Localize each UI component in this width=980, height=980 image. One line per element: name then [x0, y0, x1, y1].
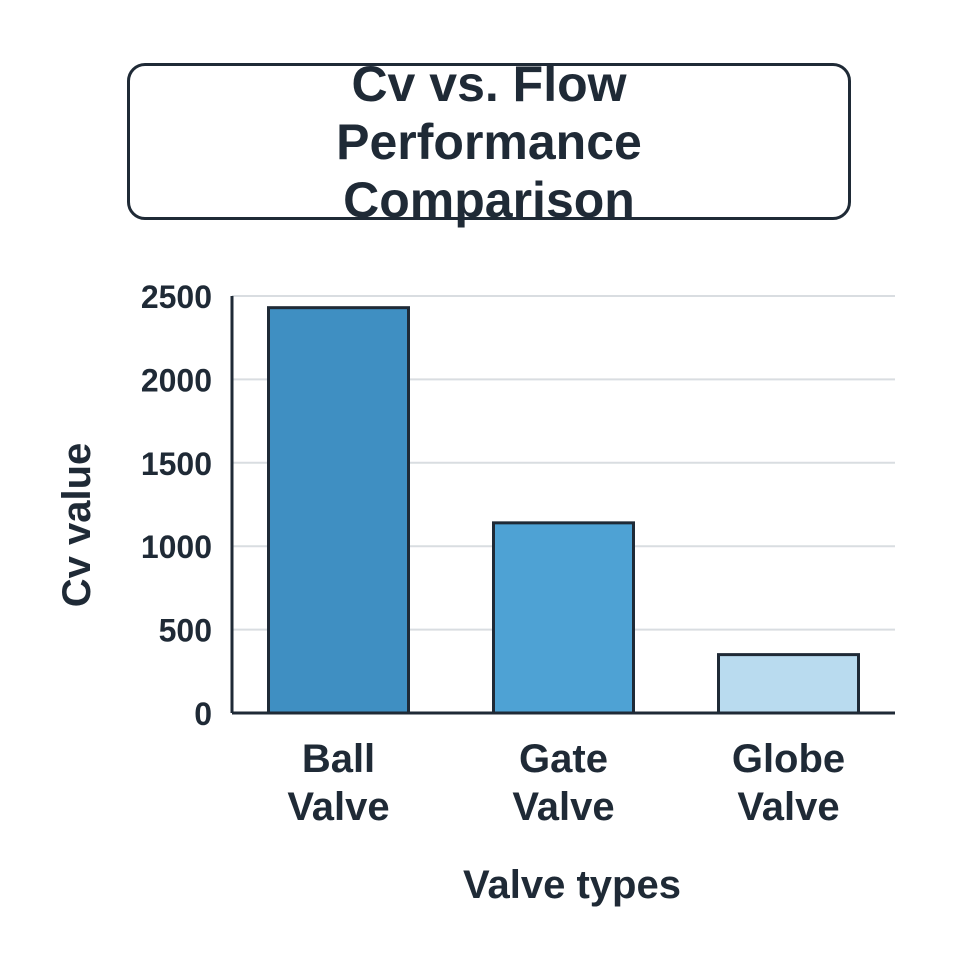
chart-title-box: Cv vs. Flow Performance Comparison: [127, 56, 851, 228]
y-tick-label-1000: 1000: [141, 529, 212, 565]
y-tick-label-2500: 2500: [141, 279, 212, 315]
y-tick-label-0: 0: [194, 696, 212, 732]
x-tick-label-line: Globe: [732, 737, 845, 781]
bar-globe-valve: [717, 653, 860, 715]
chart-title: Cv vs. Flow Performance Comparison: [336, 55, 642, 228]
x-axis-title: Valve types: [463, 863, 681, 907]
x-tick-label-line: Valve: [512, 785, 614, 829]
x-tick-label-line: Gate: [519, 737, 608, 781]
x-tick-label-line: Valve: [287, 785, 389, 829]
bars: [267, 306, 860, 715]
y-axis-title: Cv value: [55, 443, 99, 608]
x-tick-label-line: Valve: [737, 785, 839, 829]
y-tick-label-1500: 1500: [141, 446, 212, 482]
labels: 05001000150020002500BallValveGateValveGl…: [55, 279, 845, 907]
y-tick-label-2000: 2000: [141, 362, 212, 398]
bar-ball-valve: [267, 306, 410, 715]
bar-gate-valve: [492, 521, 635, 715]
y-tick-label-500: 500: [159, 613, 212, 649]
axes: [230, 296, 895, 715]
x-tick-label-line: Ball: [302, 737, 375, 781]
